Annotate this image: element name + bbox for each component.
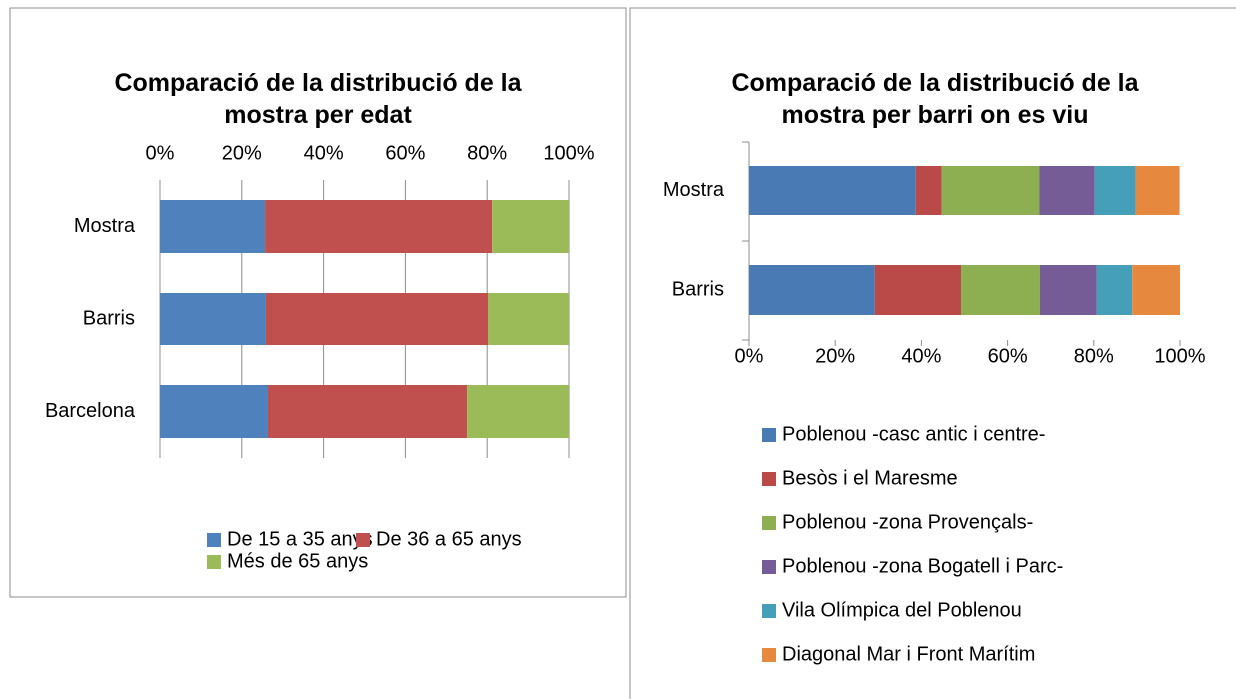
legend-label: De 15 a 35 anys — [227, 528, 373, 550]
bar-segment — [941, 166, 1040, 215]
legend-swatch — [356, 533, 370, 547]
bar-segment — [265, 200, 493, 253]
x-tick-label: 0% — [146, 142, 175, 164]
y-tick-label: Mostra — [74, 215, 136, 237]
x-tick-label: 40% — [901, 345, 941, 367]
legend-swatch — [207, 533, 221, 547]
legend-label: Poblenou -zona Bogatell i Parc- — [782, 555, 1063, 577]
bar-segment — [749, 265, 875, 315]
bar-segment — [467, 385, 569, 438]
bar-segment — [961, 265, 1040, 315]
bar-segment — [160, 293, 266, 345]
y-tick-label: Barris — [672, 278, 724, 300]
legend-swatch — [207, 555, 221, 569]
bar-segment — [1039, 265, 1097, 315]
panel — [9, 7, 627, 598]
x-tick-label: 40% — [304, 142, 344, 164]
x-tick-label: 60% — [385, 142, 425, 164]
chart-title: Comparació de la distribució de la mostr… — [114, 69, 522, 129]
legend-label: Més de 65 anys — [227, 550, 368, 572]
bar-segment — [265, 293, 489, 345]
x-tick-label: 20% — [222, 142, 262, 164]
legend-swatch — [762, 560, 776, 574]
legend-label: Poblenou -zona Provençals- — [782, 511, 1033, 533]
chart-title: Comparació de la distribució de la mostr… — [731, 69, 1139, 129]
x-tick-label: 20% — [815, 345, 855, 367]
bar-segment — [1094, 166, 1136, 215]
bar-segment — [488, 293, 569, 345]
y-tick-label: Mostra — [663, 179, 725, 201]
bar-segment — [874, 265, 962, 315]
legend-label: Besòs i el Maresme — [782, 467, 958, 489]
bar-segment — [749, 166, 916, 215]
legend-label: Diagonal Mar i Front Marítim — [782, 643, 1035, 665]
bar-segment — [492, 200, 569, 253]
y-tick-label: Barris — [83, 307, 135, 329]
x-tick-label: 80% — [1074, 345, 1114, 367]
legend-label: Poblenou -casc antic i centre- — [782, 423, 1045, 445]
bar-segment — [1039, 166, 1095, 215]
bar-segment — [1132, 265, 1180, 315]
legend-swatch — [762, 516, 776, 530]
legend-label: Vila Olímpica del Poblenou — [782, 599, 1022, 621]
panel — [629, 7, 1236, 699]
legend-label: De 36 a 65 anys — [376, 528, 522, 550]
legend-swatch — [762, 648, 776, 662]
y-tick-label: Barcelona — [45, 400, 136, 422]
x-tick-label: 100% — [1154, 345, 1205, 367]
bar-segment — [1096, 265, 1133, 315]
x-tick-label: 100% — [543, 142, 594, 164]
bar-segment — [160, 385, 268, 438]
x-tick-label: 0% — [735, 345, 764, 367]
x-tick-label: 60% — [988, 345, 1028, 367]
bar-segment — [915, 166, 942, 215]
bar-segment — [160, 200, 266, 253]
legend-swatch — [762, 472, 776, 486]
legend-swatch — [762, 604, 776, 618]
legend-swatch — [762, 428, 776, 442]
bar-segment — [267, 385, 468, 438]
bar-segment — [1135, 166, 1180, 215]
x-tick-label: 80% — [467, 142, 507, 164]
